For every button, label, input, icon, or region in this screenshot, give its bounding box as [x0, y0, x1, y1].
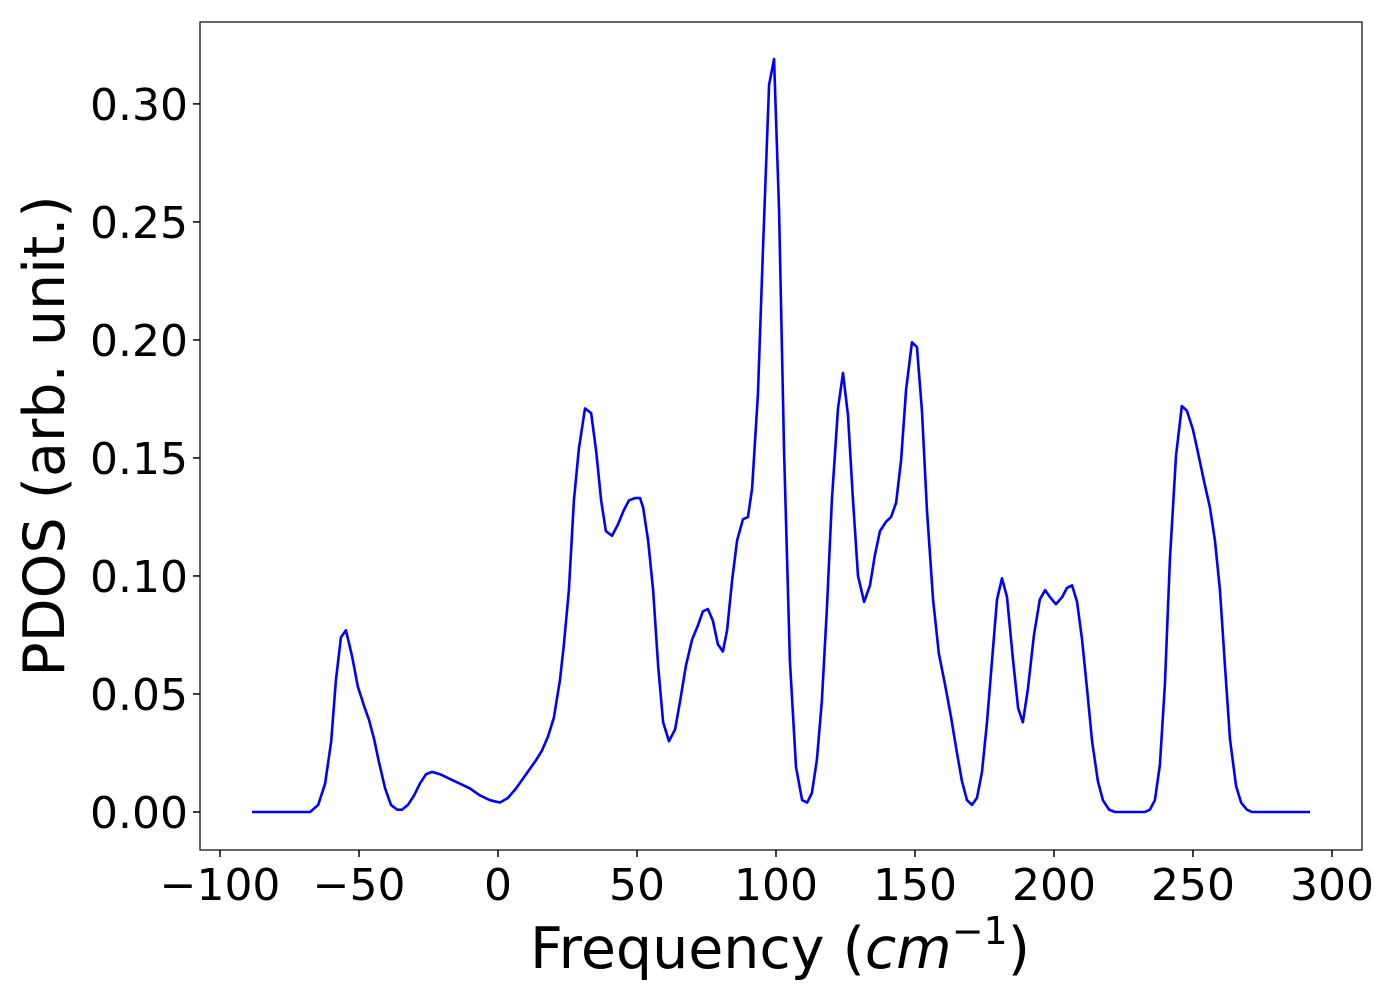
y-tick-label: 0.30	[90, 80, 188, 131]
plot-frame	[199, 21, 1363, 851]
x-label-math: cm	[865, 916, 952, 982]
x-tick-label: 50	[609, 860, 665, 911]
y-tick-label: 0.20	[90, 316, 188, 367]
x-tick-label: 150	[873, 860, 957, 911]
x-tick-label: 300	[1290, 860, 1374, 911]
x-label-text: Frequency (	[530, 916, 865, 982]
x-tick-label: −100	[160, 860, 281, 911]
y-tick-label: 0.15	[90, 434, 188, 485]
y-tick-label: 0.10	[90, 552, 188, 603]
x-label-exponent: −1	[952, 909, 1008, 953]
y-tick-label: 0.05	[90, 670, 188, 721]
y-axis-label: PDOS (arb. unit.)	[12, 195, 78, 676]
x-axis-label: Frequency (cm−1)	[530, 909, 1030, 982]
x-tick-label: 100	[734, 860, 818, 911]
pdos-line	[251, 57, 1311, 814]
x-tick-label: 200	[1012, 860, 1096, 911]
x-label-text: )	[1008, 916, 1030, 982]
y-tick-label: 0.25	[90, 198, 188, 249]
y-tick-label: 0.00	[90, 788, 188, 839]
x-tick-label: −50	[313, 860, 406, 911]
x-tick-label: 250	[1151, 860, 1235, 911]
x-tick-label: 0	[484, 860, 512, 911]
